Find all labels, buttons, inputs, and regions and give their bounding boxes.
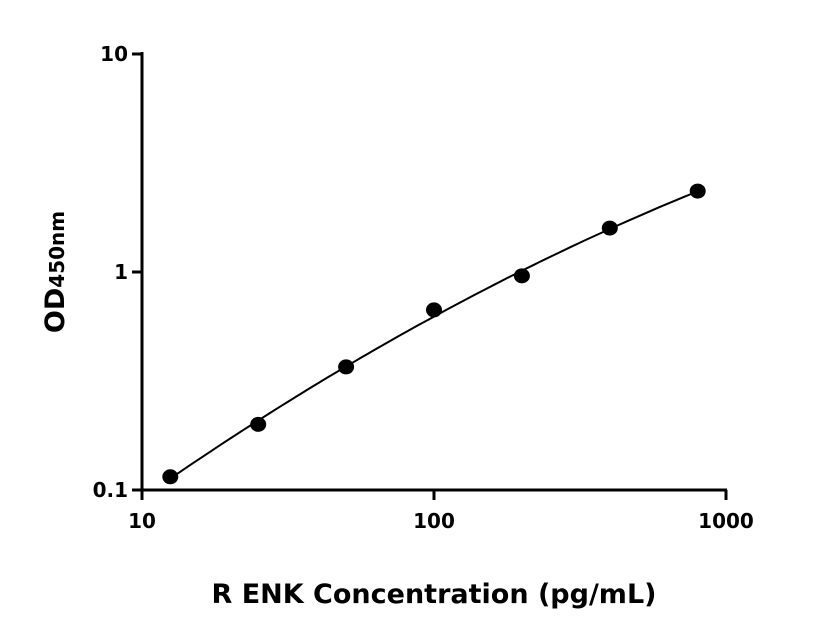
data-point bbox=[338, 359, 355, 375]
y-tick-label: 0.1 bbox=[93, 478, 128, 502]
y-tick-label: 1 bbox=[114, 260, 128, 284]
data-point bbox=[601, 220, 618, 236]
data-point bbox=[513, 268, 530, 284]
data-point bbox=[426, 302, 442, 318]
y-tick-label: 10 bbox=[100, 42, 128, 66]
x-tick-label: 100 bbox=[413, 509, 455, 533]
data-point bbox=[162, 469, 179, 485]
data-point bbox=[689, 183, 706, 199]
x-tick-label: 1000 bbox=[698, 509, 754, 533]
x-axis-label: R ENK Concentration (pg/mL) bbox=[212, 579, 657, 610]
y-axis-label: OD450nm bbox=[40, 211, 71, 333]
x-tick-label: 10 bbox=[128, 509, 156, 533]
fit-curve bbox=[169, 190, 699, 480]
data-point bbox=[250, 416, 267, 432]
